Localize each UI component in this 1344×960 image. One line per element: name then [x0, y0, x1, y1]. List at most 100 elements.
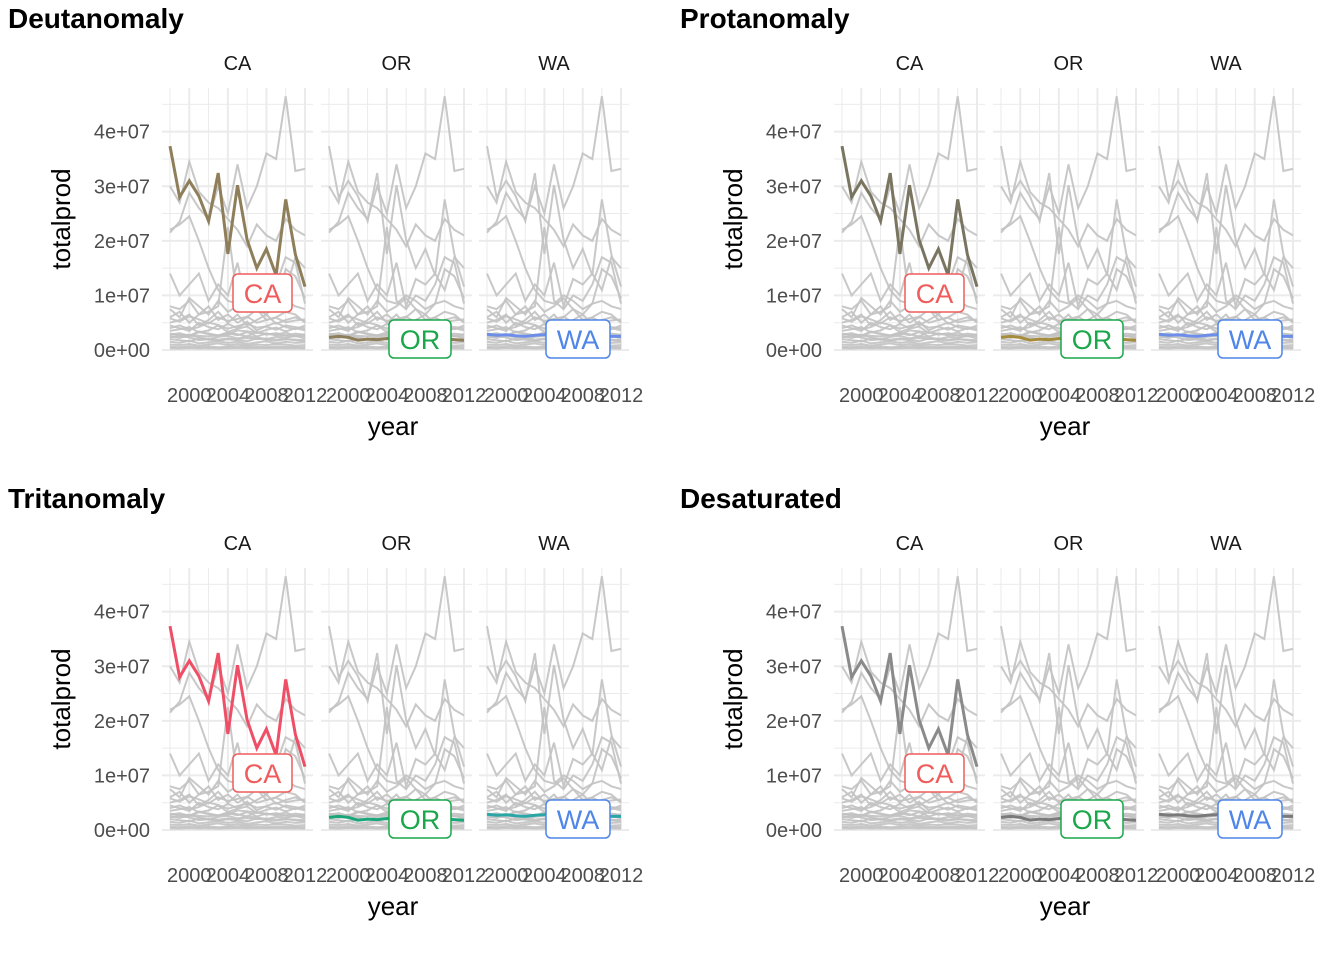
x-tick-label: 2012: [442, 865, 487, 887]
x-tick-label: 2004: [206, 865, 251, 887]
panel-title: Deutanomaly: [8, 3, 184, 34]
background-series-line: [169, 784, 306, 805]
y-tick-label: 2e+07: [766, 231, 822, 253]
background-series-line: [1158, 707, 1294, 796]
background-series-line: [1158, 735, 1294, 790]
background-series-line: [169, 342, 306, 347]
x-tick-label: 2004: [365, 385, 410, 407]
y-tick-label: 3e+07: [94, 176, 150, 198]
highlight-series-ca: [840, 145, 979, 288]
background-series-line: [328, 296, 465, 319]
x-tick-label: 2000: [326, 385, 371, 407]
facet-strip-label: WA: [538, 533, 570, 555]
background-series-line: [841, 96, 978, 234]
y-tick-label: 1e+07: [766, 285, 822, 307]
facet-strip-label: WA: [1210, 53, 1242, 75]
background-series-line: [328, 227, 465, 316]
x-tick-label: 2012: [283, 385, 328, 407]
y-tick-label: 4e+07: [766, 602, 822, 624]
background-series-line: [486, 227, 622, 316]
background-series-line: [1158, 145, 1294, 287]
x-tick-label: 2012: [1114, 865, 1159, 887]
x-tick-label: 2000: [167, 385, 212, 407]
background-series-line: [1000, 776, 1137, 799]
facet-strip-label: CA: [224, 533, 252, 555]
facet-strip-label: CA: [224, 53, 252, 75]
x-tick-label: 2000: [998, 385, 1042, 407]
y-tick-label: 2e+07: [94, 231, 150, 253]
background-series-line: [841, 345, 978, 349]
x-tick-label: 2000: [839, 865, 884, 887]
x-tick-label: 2012: [599, 385, 644, 407]
x-tick-label: 2012: [1114, 385, 1159, 407]
y-tick-label: 0e+00: [94, 820, 150, 842]
y-axis-label: totalprod: [718, 648, 748, 749]
panel-title: Protanomaly: [680, 3, 850, 34]
background-series-line: [841, 576, 978, 714]
facet-strip-label: OR: [382, 53, 412, 75]
background-series-line: [1000, 227, 1137, 316]
background-series-line: [841, 784, 978, 805]
series-label-text: WA: [557, 325, 600, 355]
background-series-line: [169, 96, 306, 234]
series-label-box: [904, 753, 965, 793]
x-tick-label: 2000: [839, 385, 884, 407]
facet-strip-label: OR: [1054, 533, 1084, 555]
chart-panel-protanomaly: Protanomaly 0e+00 1e+07 2e+07 3e+07 4e+07 tota…: [680, 3, 1315, 441]
background-series-line: [1158, 296, 1294, 319]
background-series-line: [328, 735, 465, 790]
series-label-text: CA: [916, 279, 954, 309]
facet-strip-label: WA: [538, 53, 570, 75]
series-label-text: CA: [916, 759, 954, 789]
facet-strip-label: CA: [896, 533, 924, 555]
x-tick-label: 2000: [484, 865, 529, 887]
background-series-line: [841, 827, 978, 830]
y-tick-label: 1e+07: [94, 765, 150, 787]
y-axis-label: totalprod: [46, 168, 76, 269]
series-label-text: OR: [1072, 805, 1113, 835]
background-series-line: [328, 576, 465, 714]
background-series-line: [1000, 625, 1137, 767]
background-series-line: [169, 345, 306, 349]
background-series-line: [169, 801, 306, 811]
x-tick-label: 2008: [244, 865, 289, 887]
x-tick-label: 2008: [1075, 865, 1120, 887]
background-series-line: [328, 145, 465, 287]
series-label-text: CA: [244, 759, 282, 789]
series-label-text: CA: [244, 279, 282, 309]
x-axis-label: year: [1040, 891, 1091, 921]
series-label-box: [1217, 319, 1283, 359]
background-series-line: [169, 576, 306, 714]
y-tick-label: 0e+00: [766, 820, 822, 842]
y-tick-label: 1e+07: [94, 285, 150, 307]
background-series-line: [486, 214, 622, 311]
y-tick-label: 0e+00: [766, 340, 822, 362]
background-series-line: [328, 776, 465, 799]
background-series-line: [1000, 145, 1137, 287]
facet-strip-label: OR: [382, 533, 412, 555]
background-series-line: [486, 296, 622, 319]
background-series-line: [169, 347, 306, 350]
background-series-line: [169, 825, 306, 829]
background-series-line: [1158, 694, 1294, 791]
x-axis-label: year: [368, 891, 419, 921]
background-series-line: [169, 329, 305, 338]
background-series-line: [841, 339, 978, 346]
background-series-line: [1158, 227, 1294, 316]
background-series-line: [328, 694, 465, 791]
x-tick-label: 2008: [244, 385, 289, 407]
series-label-box: [545, 319, 611, 359]
series-label-text: OR: [400, 325, 441, 355]
background-series-line: [486, 707, 622, 796]
background-series-line: [328, 707, 465, 796]
x-tick-label: 2008: [916, 385, 961, 407]
x-tick-label: 2012: [955, 385, 1000, 407]
y-axis-label: totalprod: [46, 648, 76, 749]
background-series-line: [169, 795, 306, 805]
